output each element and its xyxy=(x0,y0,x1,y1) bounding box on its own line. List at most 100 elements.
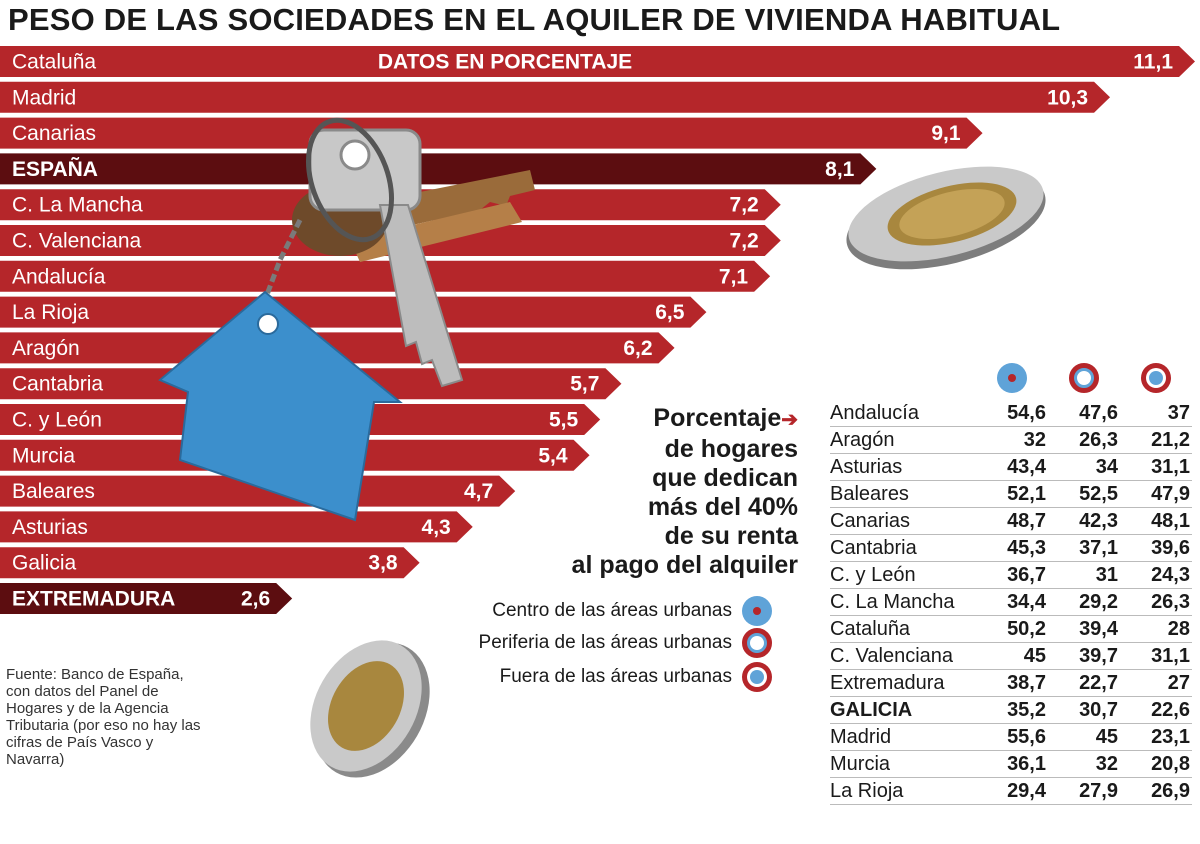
table-value-cell: 38,7 xyxy=(1007,671,1046,694)
centro-dot-icon xyxy=(997,363,1027,393)
table-value-cell: 26,9 xyxy=(1151,779,1190,802)
table-title-line: más del 40% xyxy=(647,493,798,521)
bar-category-label: C. La Mancha xyxy=(12,194,143,217)
table-title-line: de hogares xyxy=(664,435,798,463)
chart-subtitle: DATOS EN PORCENTAJE xyxy=(378,51,632,74)
bar-galicia xyxy=(0,547,420,579)
table-row: C. y León 36,7 31 24,3 xyxy=(830,562,1192,589)
table-row: Cataluña 50,2 39,4 28 xyxy=(830,616,1192,643)
table-row: C. Valenciana 45 39,7 31,1 xyxy=(830,643,1192,670)
table-region-cell: Cantabria xyxy=(830,536,917,559)
table-value-cell: 48,7 xyxy=(1007,509,1046,532)
table-value-cell: 27 xyxy=(1167,671,1190,694)
table-region-cell: Aragón xyxy=(830,428,895,451)
table-value-cell: 39,6 xyxy=(1151,536,1190,559)
bar-value-label: 6,2 xyxy=(623,337,652,360)
bar-canarias xyxy=(0,117,983,149)
table-title-line: de su renta xyxy=(664,522,798,550)
table-value-cell: 45 xyxy=(1023,644,1046,667)
table-value-cell: 30,7 xyxy=(1079,698,1118,721)
bar-value-label: 3,8 xyxy=(368,552,398,575)
bar-value-label: 2,6 xyxy=(241,588,270,611)
bar-cataluña xyxy=(0,46,1195,77)
table-value-cell: 23,1 xyxy=(1151,725,1190,748)
table-value-cell: 36,1 xyxy=(1007,752,1046,775)
bar-aragón xyxy=(0,332,675,364)
bar-value-label: 5,5 xyxy=(549,409,579,432)
table-row: La Rioja 29,4 27,9 26,9 xyxy=(830,778,1192,805)
source-note: Fuente: Banco de España, con datos del P… xyxy=(6,666,201,768)
table-row: Asturias 43,4 34 31,1 xyxy=(830,454,1192,481)
table-row: Extremadura 38,7 22,7 27 xyxy=(830,670,1192,697)
table-value-cell: 26,3 xyxy=(1151,590,1190,613)
bar-la-rioja xyxy=(0,296,707,328)
chart-title: PESO DE LAS SOCIEDADES EN EL AQUILER DE … xyxy=(8,2,1061,37)
periferia-dot-icon xyxy=(1069,363,1099,393)
table-title-line: Porcentaje xyxy=(653,404,782,432)
euro-coin-icon xyxy=(846,166,1046,270)
table-region-cell: Extremadura xyxy=(830,671,945,694)
bar-category-label: EXTREMADURA xyxy=(12,588,175,611)
bar-category-label: Aragón xyxy=(12,337,80,360)
bar-extremadura xyxy=(0,583,293,614)
bar-value-label: 4,3 xyxy=(422,516,451,539)
bar-chart: Cataluña 11,1 Madrid 10,3 Canarias 9,1 ESPAÑA 8… xyxy=(0,46,1195,614)
bar-españa xyxy=(0,153,877,185)
bar-value-label: 11,1 xyxy=(1133,51,1173,74)
table-row: C. La Mancha 34,4 29,2 26,3 xyxy=(830,589,1192,616)
table-region-cell: C. La Mancha xyxy=(830,590,955,613)
bar-category-label: C. y León xyxy=(12,409,102,432)
table-value-cell: 55,6 xyxy=(1007,725,1046,748)
legend-label: Centro de las áreas urbanas xyxy=(492,600,732,621)
bar-value-label: 4,7 xyxy=(464,480,493,503)
table-value-cell: 47,6 xyxy=(1079,401,1118,424)
euro-coin-side-icon xyxy=(310,640,430,778)
bar-value-label: 7,2 xyxy=(730,194,759,217)
bar-value-label: 6,5 xyxy=(655,301,685,324)
table-value-cell: 22,6 xyxy=(1151,698,1190,721)
table-value-cell: 31,1 xyxy=(1151,644,1190,667)
table-value-cell: 36,7 xyxy=(1007,563,1046,586)
table-title-line: que dedican xyxy=(652,464,798,492)
table-value-cell: 52,5 xyxy=(1079,482,1118,505)
bar-value-label: 7,1 xyxy=(719,265,749,288)
table-header xyxy=(830,356,1192,400)
table-value-cell: 32 xyxy=(1095,752,1118,775)
legend-item-fuera: Fuera de las áreas urbanas xyxy=(500,662,772,692)
table-value-cell: 29,2 xyxy=(1079,590,1118,613)
bar-category-label: ESPAÑA xyxy=(12,158,98,181)
table-value-cell: 29,4 xyxy=(1007,779,1046,802)
bar-category-label: La Rioja xyxy=(12,301,89,324)
bar-category-label: Asturias xyxy=(12,516,88,539)
table-region-cell: La Rioja xyxy=(830,779,904,802)
table-value-cell: 52,1 xyxy=(1007,482,1046,505)
table-row: Aragón 32 26,3 21,2 xyxy=(830,427,1192,454)
table-value-cell: 45 xyxy=(1095,725,1118,748)
table-value-cell: 39,7 xyxy=(1079,644,1118,667)
bar-category-label: Baleares xyxy=(12,480,95,503)
table-value-cell: 31,1 xyxy=(1151,455,1190,478)
table-region-cell: Andalucía xyxy=(830,401,919,424)
bar-value-label: 5,7 xyxy=(570,373,599,396)
table-value-cell: 21,2 xyxy=(1151,428,1190,451)
table-value-cell: 48,1 xyxy=(1151,509,1190,532)
table-row: Baleares 52,1 52,5 47,9 xyxy=(830,481,1192,508)
table-body: Andalucía 54,6 47,6 37 Aragón 32 26,3 21,2 Astur… xyxy=(830,400,1192,805)
table-value-cell: 26,3 xyxy=(1079,428,1118,451)
legend-label: Fuera de las áreas urbanas xyxy=(499,666,732,687)
fuera-dot-icon xyxy=(742,662,772,692)
bar-andalucía xyxy=(0,260,771,292)
legend-item-periferia: Periferia de las áreas urbanas xyxy=(479,628,772,658)
table-region-cell: GALICIA xyxy=(830,698,913,721)
periferia-dot-icon xyxy=(742,628,772,658)
table-value-cell: 54,6 xyxy=(1007,401,1046,424)
table-region-cell: Canarias xyxy=(830,509,911,532)
house-keychain-icon xyxy=(158,117,535,522)
bar-value-label: 10,3 xyxy=(1047,86,1088,109)
bar-value-label: 7,2 xyxy=(730,230,759,253)
legend-item-centro: Centro de las áreas urbanas xyxy=(492,596,772,626)
table-region-cell: Cataluña xyxy=(830,617,911,640)
bar-baleares xyxy=(0,475,516,507)
table-value-cell: 34 xyxy=(1095,455,1118,478)
table-value-cell: 34,4 xyxy=(1007,590,1046,613)
